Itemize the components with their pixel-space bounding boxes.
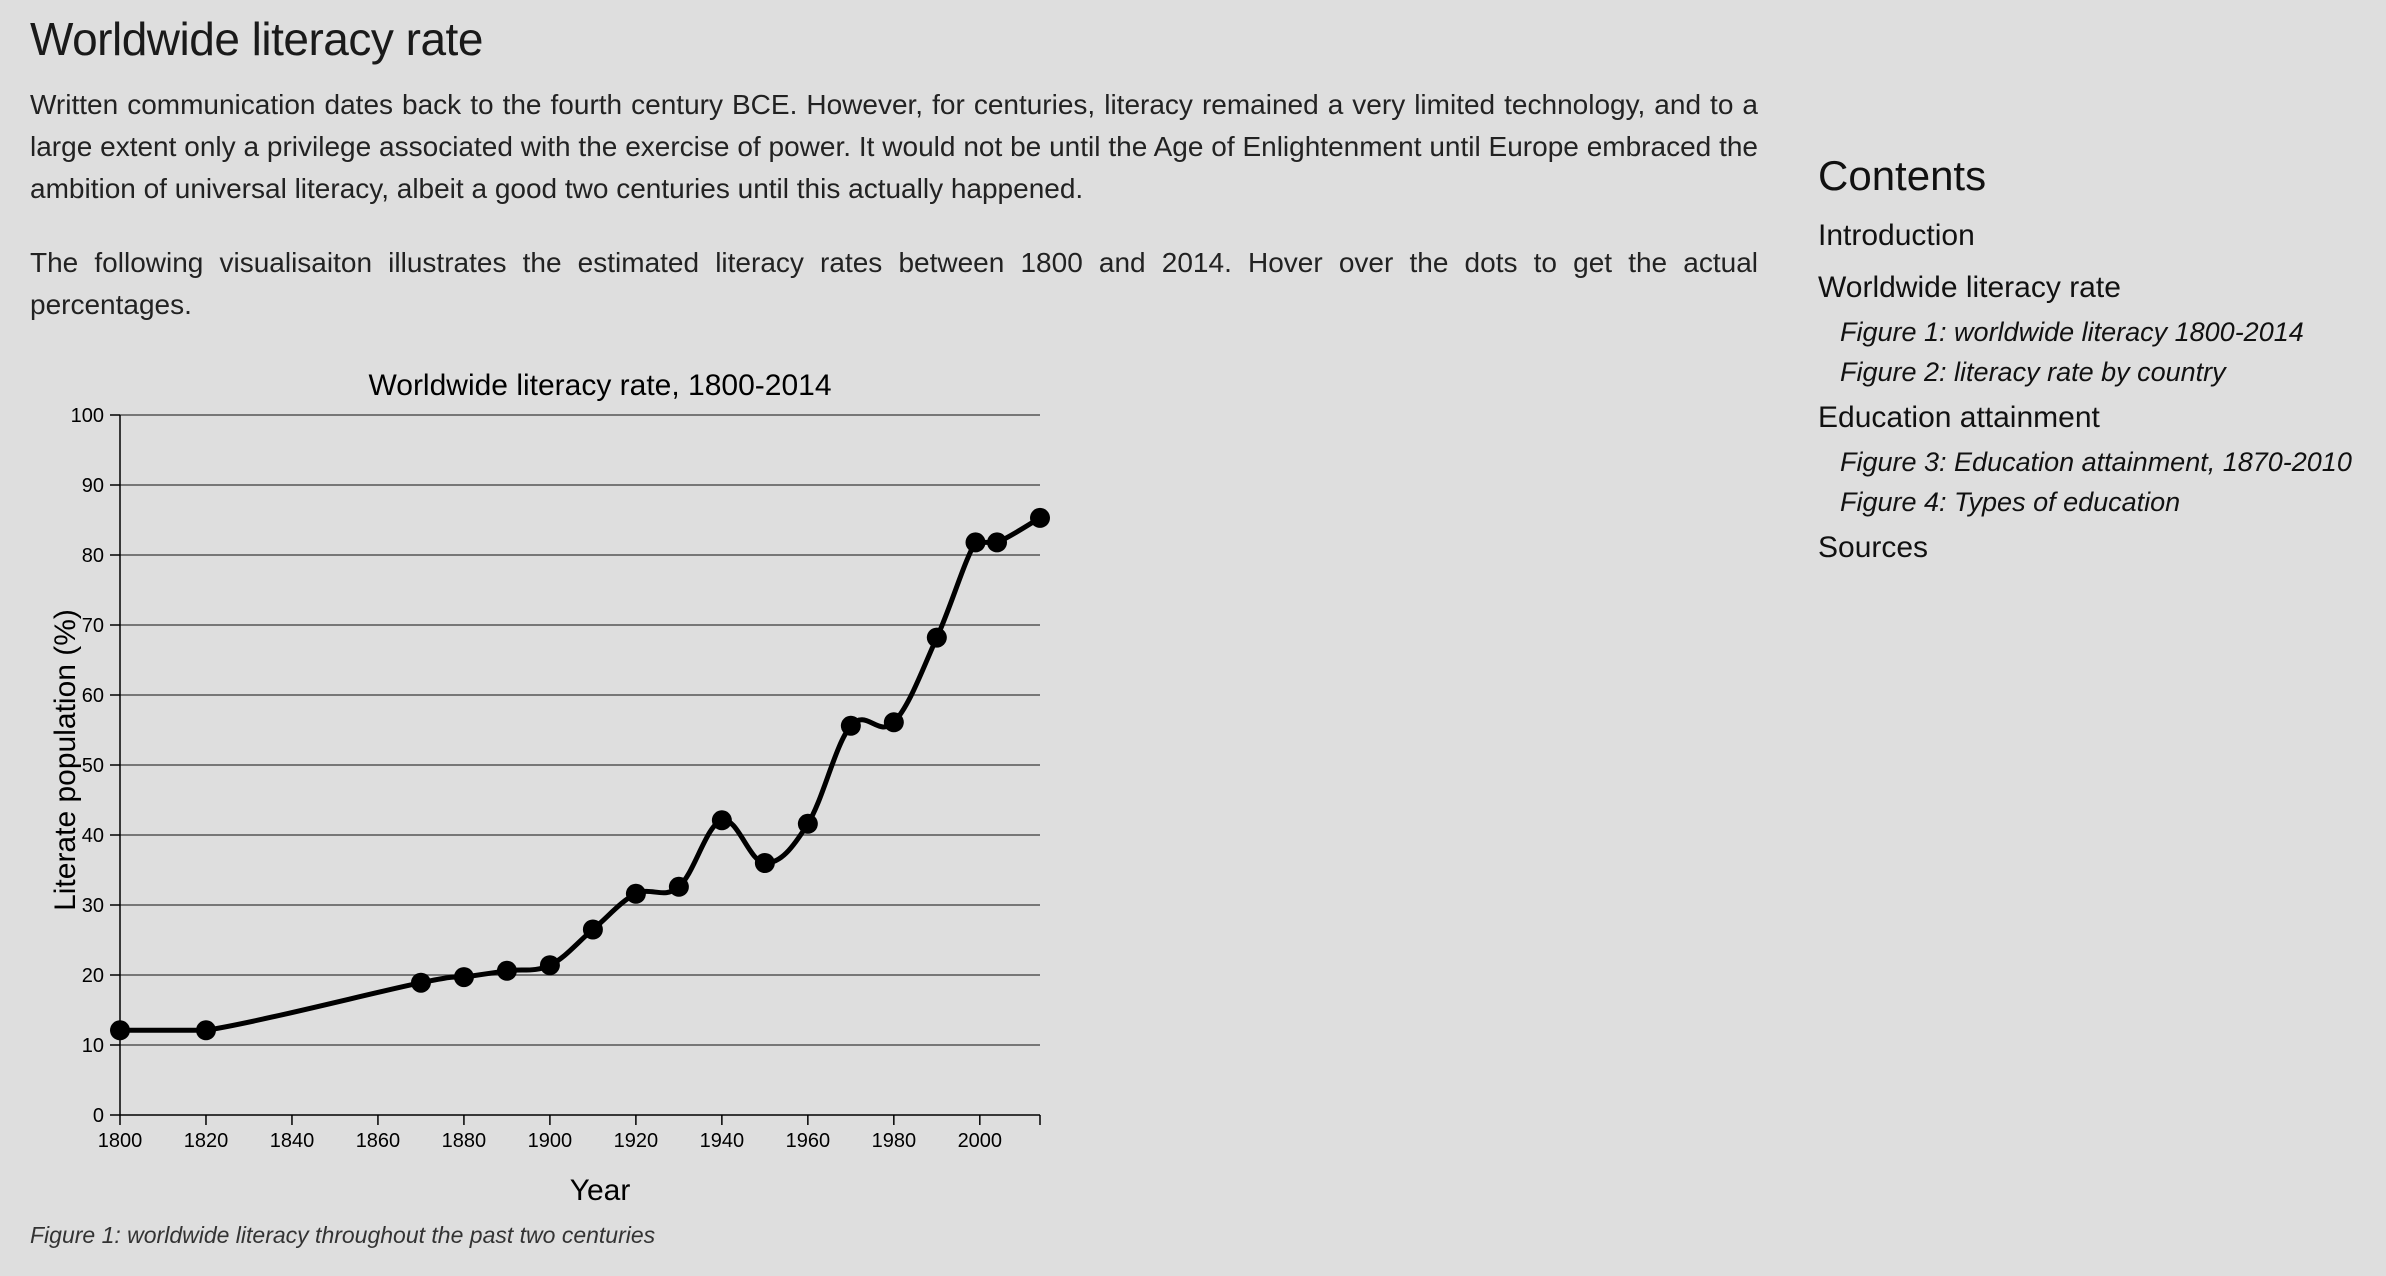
- x-tick-label: 1920: [614, 1130, 659, 1152]
- intro-paragraph: Written communication dates back to the …: [30, 89, 1758, 204]
- toc-literacy-subitems: Figure 1: worldwide literacy 1800-2014 F…: [1818, 312, 2378, 392]
- data-point-1800[interactable]: [110, 1020, 130, 1041]
- data-point-1999[interactable]: [965, 532, 986, 553]
- data-point-1820[interactable]: [195, 1020, 216, 1041]
- data-point-1970[interactable]: [840, 715, 861, 736]
- x-tick-label: 1880: [442, 1130, 487, 1152]
- figure-caption: Figure 1: worldwide literacy throughout …: [30, 1222, 656, 1248]
- data-point-1900[interactable]: [539, 955, 560, 976]
- x-tick-label: 1840: [270, 1130, 315, 1152]
- y-tick-label: 50: [82, 755, 104, 777]
- toc-link-figure-2[interactable]: Figure 2: literacy rate by country: [1840, 357, 2226, 387]
- y-tick-label: 10: [82, 1035, 104, 1057]
- x-tick-label: 1960: [786, 1130, 831, 1152]
- x-tick-label: 1940: [700, 1130, 745, 1152]
- table-of-contents: Contents Introduction Worldwide literacy…: [1818, 150, 2378, 580]
- x-tick-label: 1860: [356, 1130, 401, 1152]
- x-tick-label: 2000: [958, 1130, 1003, 1152]
- toc-link-figure-1[interactable]: Figure 1: worldwide literacy 1800-2014: [1840, 317, 2304, 347]
- y-tick-label: 0: [93, 1105, 104, 1127]
- visualisation-paragraph: The following visualisaiton illustrates …: [30, 247, 1758, 320]
- data-point-1950[interactable]: [754, 853, 775, 873]
- y-tick-label: 30: [82, 895, 104, 917]
- x-tick-label: 1820: [184, 1130, 229, 1152]
- data-point-1870[interactable]: [410, 972, 431, 993]
- data-point-2004[interactable]: [987, 532, 1008, 553]
- x-tick-label: 1900: [528, 1130, 573, 1152]
- y-tick-label: 60: [82, 685, 104, 707]
- toc-link-education-attainment[interactable]: Education attainment: [1818, 401, 2100, 434]
- y-tick-label: 90: [82, 475, 104, 497]
- literacy-chart: Worldwide literacy rate, 1800-2014 0 10 20 3…: [0, 350, 1120, 1230]
- y-tick-label: 70: [82, 615, 104, 637]
- chart-title: Worldwide literacy rate, 1800-2014: [368, 369, 831, 402]
- toc-education-subitems: Figure 3: Education attainment, 1870-201…: [1818, 442, 2378, 522]
- data-point-1890[interactable]: [496, 960, 517, 981]
- literacy-chart-svg: Worldwide literacy rate, 1800-2014 0 10 20 3…: [49, 369, 1050, 1207]
- toc-link-figure-3[interactable]: Figure 3: Education attainment, 1870-201…: [1840, 447, 2352, 477]
- data-point-1980[interactable]: [883, 712, 904, 733]
- data-point-1990[interactable]: [926, 627, 947, 648]
- toc-heading: Contents: [1818, 152, 1987, 199]
- x-tick-label: 1980: [872, 1130, 917, 1152]
- y-tick-label: 20: [82, 965, 104, 987]
- y-tick-label: 100: [71, 405, 104, 427]
- series-line: [119, 515, 1042, 1033]
- data-point-2014[interactable]: [1030, 507, 1050, 528]
- y-axis-label: Literate population (%): [49, 609, 82, 911]
- toc-link-sources[interactable]: Sources: [1818, 531, 1929, 564]
- data-point-1880[interactable]: [453, 967, 474, 988]
- article-main: Worldwide literacy rate Written communic…: [30, 0, 1758, 326]
- y-tick-label: 40: [82, 825, 104, 847]
- x-axis-label: Year: [570, 1174, 631, 1207]
- toc-link-literacy-rate[interactable]: Worldwide literacy rate: [1818, 271, 2121, 304]
- toc-link-figure-4[interactable]: Figure 4: Types of education: [1840, 487, 2181, 517]
- toc-link-introduction[interactable]: Introduction: [1818, 219, 1975, 252]
- data-point-1920[interactable]: [625, 883, 646, 904]
- data-point-1930[interactable]: [668, 876, 689, 897]
- page-title: Worldwide literacy rate: [30, 13, 483, 65]
- y-tick-label: 80: [82, 545, 104, 567]
- data-point-1910[interactable]: [582, 919, 603, 940]
- data-point-1940[interactable]: [711, 810, 732, 831]
- data-point-1960[interactable]: [797, 813, 818, 834]
- x-tick-label: 1800: [98, 1130, 143, 1152]
